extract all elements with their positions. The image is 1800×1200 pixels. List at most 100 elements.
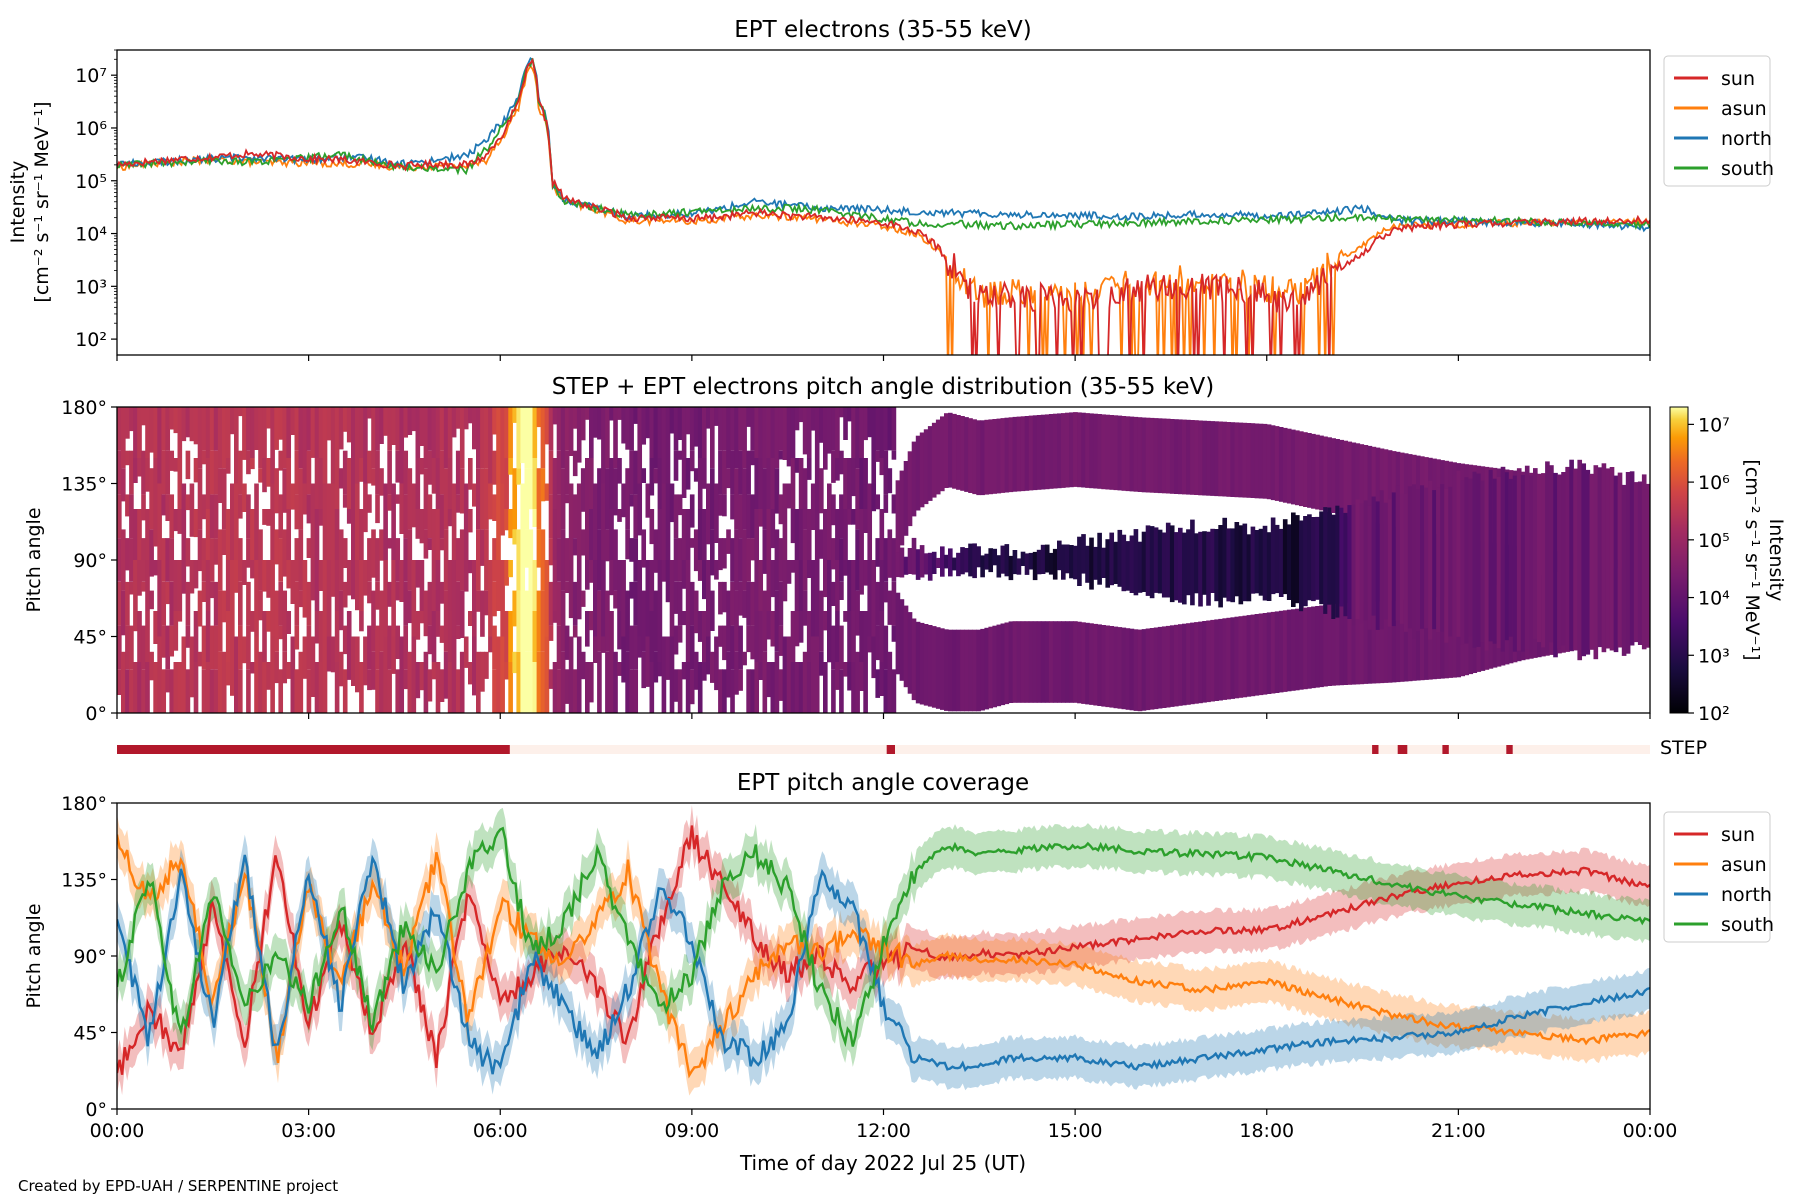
pad-cell xyxy=(419,509,425,544)
pad-cell xyxy=(480,468,485,530)
pad-cell xyxy=(754,509,760,560)
pad-cell xyxy=(492,494,497,521)
pad-cell xyxy=(1000,623,1006,706)
pad-cell xyxy=(423,529,429,559)
pad-cell xyxy=(633,494,639,539)
pad-cell xyxy=(492,407,497,435)
pad-cell xyxy=(641,468,647,483)
pad-cell xyxy=(213,669,219,713)
x-tick-label: 12:00 xyxy=(856,1120,911,1142)
pad-cell xyxy=(439,625,445,643)
pad-cell xyxy=(1238,616,1244,698)
pad-cell xyxy=(391,560,396,637)
pad-cell xyxy=(383,407,388,436)
pad-cell xyxy=(964,629,969,712)
pad-cell xyxy=(1646,483,1650,648)
pad-cell xyxy=(621,560,626,637)
pad-cell xyxy=(141,494,146,521)
pad-cell xyxy=(685,560,691,611)
pad-cell xyxy=(1347,505,1353,619)
pad-cell xyxy=(1601,463,1607,653)
pad-cell xyxy=(1157,626,1163,709)
pad-cell xyxy=(1169,625,1175,707)
pad-cell xyxy=(653,468,659,484)
pad-cell xyxy=(552,560,558,611)
pad-cell xyxy=(1093,623,1098,706)
pad-cell xyxy=(1113,541,1119,584)
pad-cell xyxy=(355,560,360,611)
pad-cell xyxy=(1420,598,1425,681)
pad-cell xyxy=(802,529,808,591)
pad-cell xyxy=(1585,469,1591,655)
pad-cell xyxy=(254,560,259,637)
pad-cell xyxy=(657,662,663,677)
pad-cell xyxy=(1371,496,1377,616)
pad-cell xyxy=(1125,628,1131,710)
pad-cell xyxy=(1165,418,1171,494)
pad-cell xyxy=(568,483,574,560)
pad-cell xyxy=(839,669,844,713)
pad-cell xyxy=(633,407,639,424)
pad-cell xyxy=(778,407,784,451)
pad-cell xyxy=(580,651,586,680)
pad-cell xyxy=(322,407,328,484)
pad-cell xyxy=(306,450,312,495)
pad-cell xyxy=(798,407,804,423)
pad-cell xyxy=(278,625,284,640)
pad-cell xyxy=(774,590,780,652)
panel2-title: STEP + EPT electrons pitch angle distrib… xyxy=(552,374,1214,400)
pad-cell xyxy=(786,560,792,584)
pad-cell xyxy=(1379,448,1385,524)
pad-cell xyxy=(774,407,780,469)
pad-cell xyxy=(855,651,860,713)
pad-cell xyxy=(782,560,788,602)
pad-cell xyxy=(375,669,380,713)
pad-cell xyxy=(814,483,820,560)
pad-cell xyxy=(883,450,889,495)
panel1-y-label-line2: [cm⁻² s⁻¹ sr⁻¹ MeV⁻¹] xyxy=(31,101,53,302)
pad-cell xyxy=(1242,615,1248,698)
pad-cell xyxy=(455,450,461,495)
pad-cell xyxy=(778,625,784,656)
pad-cell xyxy=(1593,465,1599,660)
pad-cell xyxy=(1331,604,1336,686)
pad-cell xyxy=(1307,514,1312,601)
pad-cell xyxy=(1262,613,1268,695)
pad-cell xyxy=(153,662,158,713)
pad-cell xyxy=(649,407,655,458)
pad-cell xyxy=(827,483,832,560)
pad-cell xyxy=(294,538,300,582)
pad-cell xyxy=(1145,525,1151,596)
pad-cell xyxy=(266,662,271,690)
pad-cell xyxy=(1254,614,1260,696)
pad-cell xyxy=(1359,602,1365,685)
pad-cell xyxy=(629,669,634,713)
pad-cell xyxy=(1024,621,1030,703)
pad-cell xyxy=(326,560,332,637)
pad-cell xyxy=(306,407,312,451)
pad-cell xyxy=(742,529,747,591)
pad-cell xyxy=(1242,523,1248,602)
pad-cell xyxy=(984,627,990,710)
pad-cell xyxy=(819,407,824,443)
colorbar-tick-label: 10⁴ xyxy=(1698,588,1730,610)
y-tick-label: 0° xyxy=(85,703,107,725)
pad-cell xyxy=(580,468,586,512)
pad-cell xyxy=(1141,531,1147,592)
pad-cell xyxy=(899,547,905,578)
pad-cell xyxy=(532,458,538,509)
pad-cell xyxy=(298,468,304,530)
pad-cell xyxy=(342,581,348,608)
pad-cell xyxy=(661,636,667,713)
pad-cell xyxy=(447,458,453,509)
pad-cell xyxy=(778,538,784,582)
pad-cell xyxy=(266,509,271,526)
pad-cell xyxy=(1633,482,1639,643)
pad-cell xyxy=(1383,502,1389,620)
pad-cell xyxy=(270,560,275,637)
pad-cell xyxy=(1291,512,1296,607)
step-strip-background xyxy=(117,745,1650,754)
pad-cell xyxy=(589,458,594,509)
pad-cell xyxy=(201,494,207,520)
